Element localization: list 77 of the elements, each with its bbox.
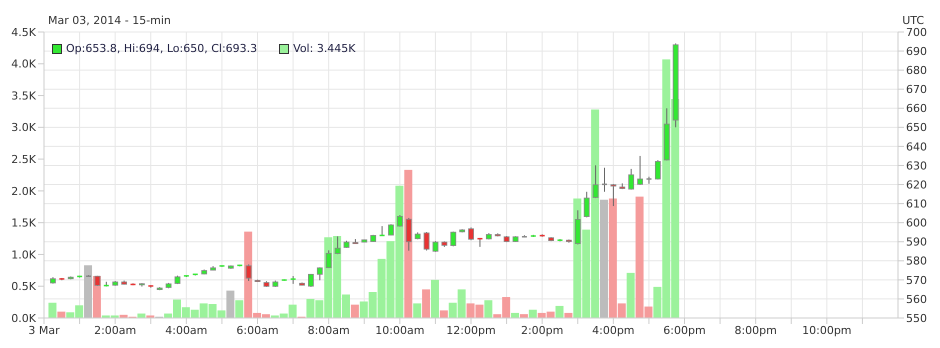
y-tick-label: 1.0K <box>11 248 37 262</box>
y-tick-label: 0.5K <box>11 280 37 294</box>
y2-tick-label: 650 <box>906 121 927 134</box>
candlestick <box>601 167 608 192</box>
candlestick <box>432 240 438 252</box>
bar <box>422 289 430 318</box>
bar <box>626 272 635 318</box>
y2-tick-label: 560 <box>906 292 927 306</box>
y2-tick-label: 570 <box>906 274 927 287</box>
y2-tick-label: 610 <box>906 198 927 211</box>
y2-tick-label: 690 <box>906 44 927 58</box>
bar <box>430 280 439 318</box>
legend-label: Vol: 3.445K <box>293 42 356 55</box>
x-tick-label: 6:00am <box>236 324 279 337</box>
bar <box>235 300 244 318</box>
candlestick <box>308 273 314 288</box>
y-tick-label: 3.5K <box>11 89 37 102</box>
candlestick <box>246 264 252 282</box>
bar <box>528 310 537 318</box>
candlestick <box>450 231 456 247</box>
bar <box>57 312 66 318</box>
legend-label: Op:653.8, Hi:694, Lo:650, Cl:693.3 <box>66 42 258 55</box>
x-tick-label: 10:00pm <box>802 324 852 337</box>
x-tick-label: 12:00pm <box>446 324 496 337</box>
text: UTC <box>902 14 924 27</box>
y2-tick-label: 590 <box>906 236 927 249</box>
chart-subtitle: Mar 03, 2014 - 15-min <box>48 14 171 27</box>
candlestick <box>468 226 474 241</box>
y-tick-label: 0.0K <box>11 312 37 325</box>
y2-tick-label: 620 <box>906 178 927 192</box>
candlestick <box>388 224 394 236</box>
y2-tick-label: 600 <box>906 216 927 230</box>
x-tick-label: 8:00pm <box>734 324 777 337</box>
x-tick-label: 3 Mar <box>28 324 60 337</box>
candlestick <box>424 232 430 252</box>
bar <box>520 314 528 318</box>
candlestick <box>628 168 634 190</box>
bar <box>484 300 492 318</box>
y-tick-label: 2.0K <box>11 184 37 198</box>
x-tick-label: 4:00pm <box>592 324 635 337</box>
x-tick-label: 2:00pm <box>520 324 564 337</box>
bar <box>350 304 359 318</box>
bar <box>84 265 92 318</box>
y-tick-label: 2.5K <box>11 153 37 166</box>
y2-tick-label: 670 <box>906 83 927 96</box>
y2-tick-label: 700 <box>906 26 927 39</box>
y2-tick-label: 640 <box>906 140 927 154</box>
x-tick-label: 2:00am <box>94 324 136 337</box>
y-tick-label: 1.5K <box>11 216 37 230</box>
candlestick <box>637 155 643 186</box>
y-tick-label: 3.0K <box>11 121 37 134</box>
x-tick-label: 4:00am <box>165 324 208 337</box>
y2-tick-label: 660 <box>906 102 927 116</box>
y2-tick-label: 630 <box>906 159 927 172</box>
bar <box>48 302 56 318</box>
bar <box>137 314 146 318</box>
x-tick-label: 6:00pm <box>663 324 706 337</box>
candlestick <box>654 160 661 180</box>
y-tick-label: 4.0K <box>11 58 37 71</box>
x-tick-label: 8:00am <box>308 324 350 337</box>
candlestick <box>334 236 341 255</box>
candlestick <box>584 191 590 218</box>
bar <box>556 306 564 318</box>
y2-tick-label: 550 <box>906 312 927 325</box>
bar <box>440 310 448 318</box>
bar <box>413 303 422 318</box>
x-tick-label: 10:00am <box>375 324 424 337</box>
candlestick <box>592 164 598 199</box>
y-tick-label: 4.5K <box>11 26 37 39</box>
y2-tick-label: 580 <box>906 254 927 268</box>
bar <box>600 200 608 318</box>
candlestick <box>610 183 616 207</box>
candlestick <box>316 266 323 281</box>
bar <box>226 290 234 318</box>
candlestick <box>406 217 412 252</box>
y2-tick-label: 680 <box>906 64 927 78</box>
candlestick <box>326 250 332 269</box>
